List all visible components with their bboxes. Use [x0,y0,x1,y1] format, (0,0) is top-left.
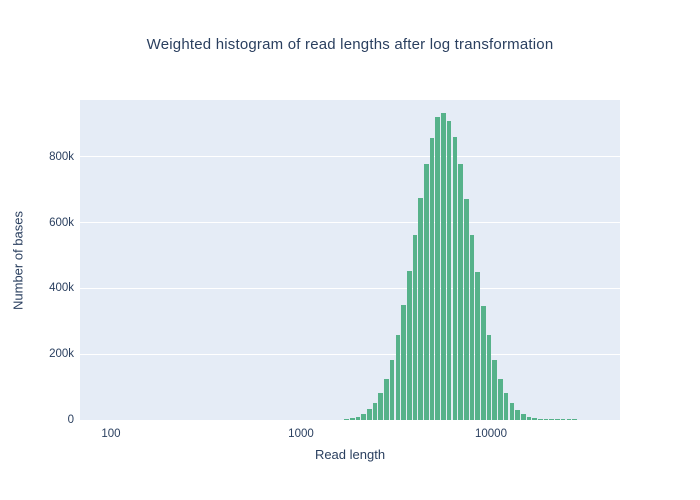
histogram-bar [389,359,395,420]
histogram-bar [406,271,412,420]
y-tick-label: 600k [49,216,74,229]
histogram-bar [452,136,458,420]
histogram-bar [395,334,401,420]
histogram-bar [469,235,475,420]
histogram-bar [549,419,555,420]
y-axis-title: Number of bases [10,211,26,310]
histogram-bar [378,392,384,420]
histogram-bar [384,378,389,420]
histogram-bar [543,419,549,420]
histogram-bar [572,419,577,420]
x-axis-title: Read length [314,447,386,462]
histogram-bar [344,419,349,420]
histogram-bar [355,416,361,420]
histogram-bar [441,112,446,420]
histogram-bar [498,378,503,420]
x-tick-label: 10000 [474,428,507,440]
histogram-bar [361,414,366,420]
histogram-bar [520,414,526,420]
histogram-bar [560,419,566,420]
histogram-bar [446,121,452,420]
y-gridline [80,287,620,289]
histogram-bar [492,359,498,420]
histogram-bar [509,402,515,420]
histogram-bar [412,234,418,420]
histogram-bar [538,419,543,420]
y-tick-label: 800k [49,150,74,163]
x-tick-label: 1000 [288,428,314,440]
histogram-bar [429,137,435,420]
y-gridline [80,156,620,158]
histogram-bar [367,409,372,420]
histogram-bar [555,419,560,420]
plot-area [80,100,620,420]
y-tick-label: 0 [67,414,74,426]
histogram-bar [435,117,441,420]
y-tick-label: 400k [49,282,74,295]
histogram-bar [532,418,537,420]
histogram-bar [481,305,486,420]
histogram-bar [486,335,492,420]
histogram-bar [475,271,480,420]
chart-title: Weighted histogram of read lengths after… [146,36,554,53]
histogram-bar [424,164,429,420]
x-tick-label: 100 [101,428,121,440]
histogram-bar [372,402,378,420]
histogram-bar [349,418,355,420]
histogram-bar [566,419,572,420]
histogram-bar [418,198,423,420]
histogram-bar [463,198,469,420]
histogram-bar [515,409,520,420]
y-gridline [80,353,620,355]
y-tick-label: 200k [49,348,74,361]
histogram-bar [458,163,463,420]
y-gridline [80,222,620,224]
histogram-bar [503,393,509,420]
histogram-bar [401,305,406,420]
histogram-bar [526,416,532,420]
